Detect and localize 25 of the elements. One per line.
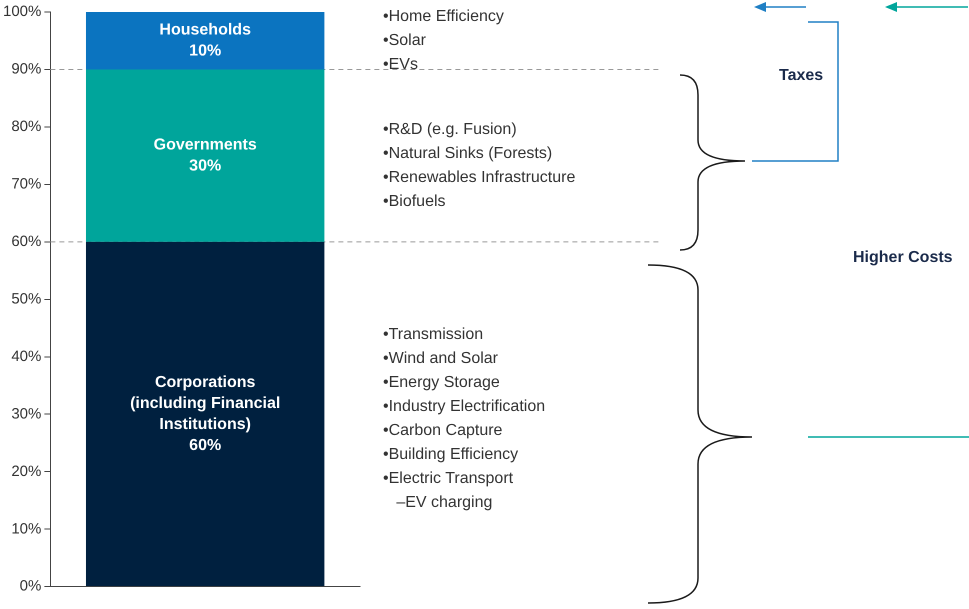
y-tick-label: 70% [11,176,42,193]
annotation: •Transmission •Wind and Solar •Energy Storage •Industry Electrification •Carbon Capture •Building Efficiency •Electric Transport –EV charging [383,325,546,513]
y-tick-label: 80% [11,118,42,136]
y-tick-label: 20% [11,462,42,480]
bar [86,69,324,242]
annotation: •Home Efficiency •Solar •EVs [383,7,504,75]
y-tick-label: 90% [11,60,42,78]
series-label: Governments [154,136,257,154]
y-tick-label: 0% [20,578,42,595]
data-label: 60% [189,436,222,454]
series-label: Corporations (including Financial Institutions) [130,374,280,433]
annotation: •R&D (e.g. Fusion) •Natural Sinks (Forests) •Renewables Infrastructure •Biofuels [383,120,576,212]
text: Taxes [779,66,824,86]
data-label: 30% [189,158,222,175]
y-tick-label: 50% [11,290,42,308]
series-label: Households [159,22,252,39]
y-tick-label: 40% [11,348,42,365]
data-label: 10% [189,42,222,60]
bar [86,242,324,586]
text: Higher Costs [853,248,953,268]
bar [86,12,324,70]
y-tick-label: 100% [2,3,42,20]
y-tick-label: 10% [11,520,42,538]
y-tick-label: 60% [11,232,42,250]
y-tick-label: 30% [11,405,42,422]
